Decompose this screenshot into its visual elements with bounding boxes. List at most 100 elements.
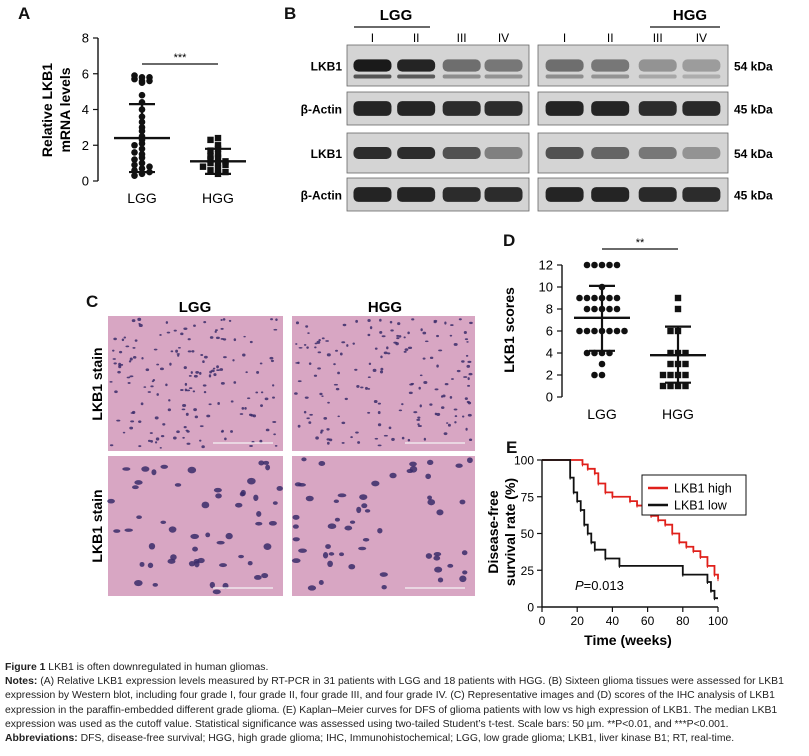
data-point (613, 294, 621, 302)
figure-caption: Figure 1 LKB1 is often downregulated in … (5, 661, 805, 746)
nucleus (326, 438, 331, 441)
blot-band (682, 59, 721, 72)
nucleus (379, 572, 388, 577)
lane-label: IV (696, 31, 707, 45)
nucleus (130, 420, 135, 423)
panel-a-ylabel-line1: Relative LKB1 (39, 63, 55, 157)
nucleus (209, 336, 214, 339)
nucleus (182, 436, 185, 439)
data-point (131, 141, 138, 149)
nucleus (383, 434, 388, 437)
nucleus (241, 407, 245, 410)
nucleus (367, 319, 371, 322)
nucleus (216, 540, 225, 545)
nucleus (239, 491, 245, 497)
nucleus (314, 346, 317, 349)
nucleus (187, 350, 192, 353)
blot-band (397, 59, 436, 72)
nucleus (349, 520, 356, 524)
nucleus (433, 551, 442, 557)
nucleus (183, 327, 188, 330)
panel-d: D LKB1 scores 0 2 4 6 8 10 12 LGG HGG ** (490, 225, 750, 430)
nucleus (256, 510, 262, 517)
nucleus (292, 524, 299, 529)
nucleus (262, 460, 270, 465)
nucleus (122, 431, 126, 434)
y-tick-label: 75 (521, 490, 535, 504)
nucleus (453, 343, 458, 346)
nucleus (429, 403, 433, 406)
nucleus (466, 400, 470, 404)
nucleus (326, 428, 330, 431)
blot-band (442, 147, 481, 159)
nucleus (259, 362, 263, 365)
data-point (667, 349, 674, 357)
kda-label: 54 kDa (734, 60, 773, 74)
nucleus (374, 437, 379, 440)
nucleus (118, 362, 122, 366)
nucleus (214, 329, 218, 332)
nucleus (455, 463, 463, 468)
nucleus (188, 374, 192, 377)
nucleus (388, 426, 392, 430)
nucleus (461, 415, 465, 418)
nucleus (456, 369, 461, 373)
nucleus (364, 386, 368, 390)
nucleus (141, 356, 144, 360)
nucleus (327, 401, 330, 404)
nucleus (159, 334, 162, 336)
ihc-image (108, 456, 283, 596)
nucleus (249, 445, 253, 447)
nucleus (326, 441, 330, 445)
nucleus (341, 421, 346, 425)
panel-e: E Disease-free survival rate (%) Time (w… (480, 430, 809, 658)
data-point (222, 161, 229, 169)
nucleus (401, 403, 404, 406)
data-point (207, 159, 214, 167)
data-point (682, 371, 689, 379)
nucleus (358, 546, 367, 551)
nucleus (182, 404, 187, 407)
blot-row-label: LKB1 (311, 60, 343, 74)
panel-a-chart: Relative LKB1 mRNA levels 0 2 4 6 8 LGG HGG *** (39, 31, 246, 206)
nucleus (307, 585, 317, 591)
nucleus (327, 560, 333, 568)
blot-band (484, 59, 523, 72)
blot-band (442, 59, 481, 72)
nucleus (468, 372, 473, 376)
nucleus (247, 397, 251, 400)
panel-e-chart: Disease-free survival rate (%) Time (wee… (485, 454, 747, 648)
nucleus (308, 421, 312, 424)
nucleus (187, 338, 191, 341)
nucleus (328, 552, 335, 556)
data-point (131, 172, 138, 179)
nucleus (459, 575, 467, 583)
data-point (591, 261, 598, 269)
nucleus (131, 410, 136, 414)
data-point (576, 294, 583, 302)
nucleus (134, 339, 138, 342)
nucleus (255, 391, 259, 394)
nucleus (468, 438, 473, 441)
nucleus (377, 528, 383, 534)
nucleus (380, 367, 384, 371)
nucleus (341, 341, 346, 344)
nucleus (454, 421, 457, 424)
nucleus (429, 356, 434, 360)
nucleus (151, 469, 157, 476)
nucleus (136, 515, 142, 519)
nucleus (377, 402, 381, 405)
nucleus (270, 318, 273, 321)
nucleus (436, 509, 444, 516)
nucleus (377, 423, 382, 427)
nucleus (274, 445, 278, 447)
group-label-hgg: HGG (673, 7, 707, 24)
nucleus (190, 533, 200, 539)
nucleus (120, 363, 124, 366)
nucleus (272, 396, 275, 399)
nucleus (367, 387, 371, 390)
nucleus (213, 487, 222, 493)
nucleus (325, 340, 329, 342)
data-point (131, 149, 138, 156)
nucleus (183, 366, 187, 370)
